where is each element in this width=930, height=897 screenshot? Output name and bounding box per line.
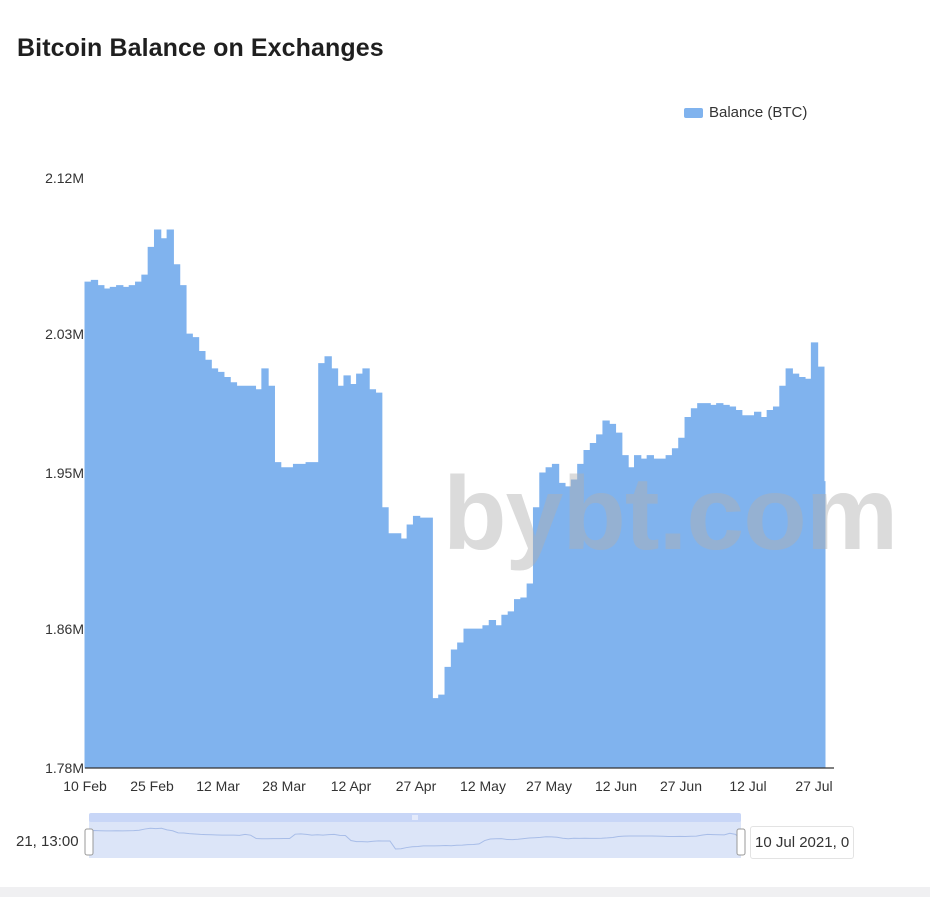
x-tick-label: 12 Jun: [595, 778, 637, 794]
navigator-background: [89, 818, 741, 858]
x-tick-label: 12 Mar: [196, 778, 240, 794]
plot-area: [84, 229, 826, 769]
navigator-handle-left[interactable]: [84, 828, 94, 856]
legend-swatch: [684, 107, 703, 118]
navigator-handle-right[interactable]: [736, 828, 746, 856]
y-tick-label: 1.86M: [45, 621, 84, 637]
navigator-start-label: 21, 13:00: [16, 833, 79, 850]
x-axis: 10 Feb 25 Feb 12 Mar 28 Mar 12 Apr 27 Apr 12 M…: [63, 767, 834, 794]
x-tick-label: 12 Apr: [331, 778, 372, 794]
balance-area: [84, 229, 826, 769]
y-axis: 2.12M 2.03M 1.95M 1.86M 1.78M: [45, 170, 84, 776]
x-tick-label: 12 Jul: [729, 778, 766, 794]
x-tick-label: 10 Feb: [63, 778, 107, 794]
x-tick-label: 27 Jul: [795, 778, 832, 794]
x-tick-label: 27 Apr: [396, 778, 437, 794]
legend-label: Balance (BTC): [709, 104, 808, 121]
x-tick-label: 27 Jun: [660, 778, 702, 794]
chart-title: Bitcoin Balance on Exchanges: [17, 34, 384, 62]
navigator-end-label: 10 Jul 2021, 0: [750, 826, 855, 859]
x-tick-label: 12 May: [460, 778, 506, 794]
y-tick-label: 2.03M: [45, 326, 84, 342]
page-footer-band: [0, 887, 930, 897]
y-tick-label: 2.12M: [45, 170, 84, 186]
legend[interactable]: Balance (BTC): [684, 104, 807, 121]
navigator-series-line: [88, 827, 742, 850]
x-tick-label: 25 Feb: [130, 778, 174, 794]
navigator[interactable]: [84, 813, 746, 858]
x-tick-label: 28 Mar: [262, 778, 306, 794]
y-tick-label: 1.95M: [45, 465, 84, 481]
y-tick-label: 1.78M: [45, 760, 84, 776]
x-tick-label: 27 May: [526, 778, 572, 794]
